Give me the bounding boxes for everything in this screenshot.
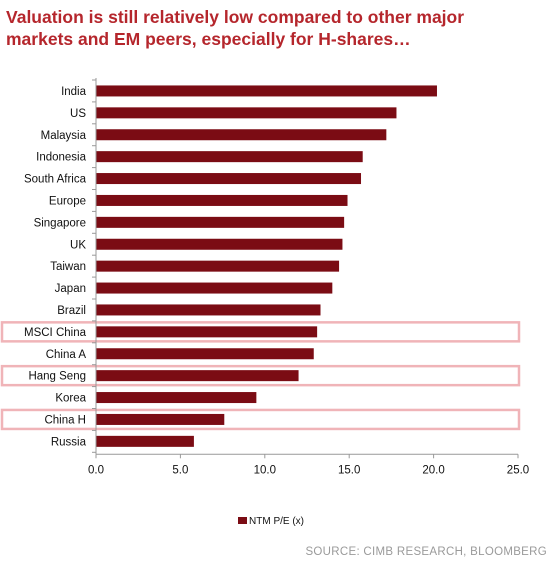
category-label: India xyxy=(61,86,87,98)
bar xyxy=(96,304,321,316)
x-tick-label: 20.0 xyxy=(422,464,444,476)
category-label: Russia xyxy=(51,436,87,448)
x-tick-label: 10.0 xyxy=(254,464,276,476)
category-label: Taiwan xyxy=(50,261,86,273)
category-label: China A xyxy=(46,349,87,361)
category-label: Hang Seng xyxy=(28,371,86,383)
bar xyxy=(96,282,333,294)
category-label: Brazil xyxy=(57,305,86,317)
highlight-box xyxy=(0,364,521,387)
category-label: Japan xyxy=(55,283,86,295)
x-tick-label: 25.0 xyxy=(507,464,529,476)
source-note: SOURCE: CIMB RESEARCH, BLOOMBERG xyxy=(305,546,547,558)
category-label: US xyxy=(70,108,86,120)
chart-title-line-1: Valuation is still relatively low compar… xyxy=(6,7,465,27)
x-tick-label: 0.0 xyxy=(88,464,104,476)
category-label: Korea xyxy=(55,393,86,405)
category-label: MSCI China xyxy=(24,327,87,339)
category-label: China H xyxy=(44,414,86,426)
bar xyxy=(96,326,318,338)
bar xyxy=(96,392,257,404)
bar xyxy=(96,85,437,97)
bar xyxy=(96,151,363,163)
bar xyxy=(96,348,314,360)
bar xyxy=(96,370,299,382)
bar xyxy=(96,194,348,206)
category-label: Malaysia xyxy=(41,130,87,142)
chart-title: Valuation is still relatively low compar… xyxy=(6,6,546,50)
highlight-box xyxy=(0,321,521,343)
legend-swatch xyxy=(238,517,247,524)
bar xyxy=(96,413,225,425)
chart-title-line-2: markets and EM peers, especially for H-s… xyxy=(6,29,411,49)
category-label: Singapore xyxy=(34,217,86,229)
category-label: UK xyxy=(70,239,86,251)
bar xyxy=(96,216,345,228)
category-label: South Africa xyxy=(24,174,87,186)
bar xyxy=(96,129,387,141)
highlight-box xyxy=(0,408,521,431)
bar xyxy=(96,260,340,272)
x-tick-label: 5.0 xyxy=(172,464,188,476)
bar xyxy=(96,107,397,119)
legend-label: NTM P/E (x) xyxy=(249,516,304,527)
x-tick-label: 15.0 xyxy=(338,464,360,476)
bar xyxy=(96,238,343,250)
category-label: Indonesia xyxy=(36,152,86,164)
bar xyxy=(96,173,362,185)
bar xyxy=(96,435,194,447)
category-label: Europe xyxy=(49,195,86,207)
